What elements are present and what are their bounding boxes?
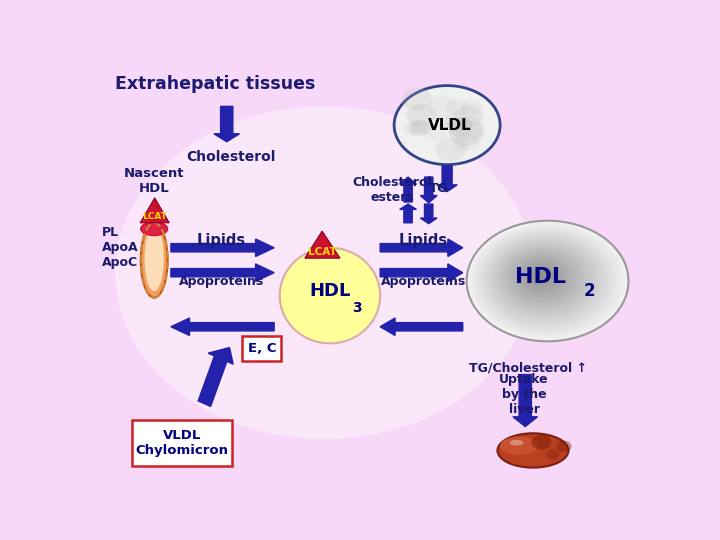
Ellipse shape: [498, 433, 569, 468]
Polygon shape: [380, 264, 463, 281]
Circle shape: [484, 233, 608, 326]
Polygon shape: [198, 348, 233, 407]
Text: LCAT: LCAT: [143, 212, 167, 221]
Circle shape: [500, 246, 587, 310]
Circle shape: [394, 85, 500, 165]
Circle shape: [446, 99, 469, 116]
Circle shape: [407, 104, 436, 126]
Text: 2: 2: [584, 282, 595, 300]
Text: VLDL: VLDL: [428, 118, 472, 133]
Circle shape: [409, 120, 431, 136]
Circle shape: [402, 87, 432, 110]
Circle shape: [531, 435, 552, 450]
Circle shape: [428, 96, 457, 118]
Text: Cholesterol
esters: Cholesterol esters: [353, 177, 432, 204]
Circle shape: [525, 264, 557, 288]
Circle shape: [479, 230, 613, 330]
Ellipse shape: [115, 106, 534, 439]
Polygon shape: [437, 166, 457, 192]
Circle shape: [422, 123, 446, 141]
Circle shape: [436, 115, 452, 127]
Ellipse shape: [510, 440, 523, 445]
Circle shape: [461, 100, 483, 117]
Text: Apoproteins: Apoproteins: [179, 274, 264, 287]
Circle shape: [513, 255, 572, 299]
Circle shape: [451, 138, 469, 152]
Circle shape: [451, 116, 484, 140]
Text: TG/Cholesterol ↑: TG/Cholesterol ↑: [469, 361, 587, 374]
Polygon shape: [400, 204, 416, 223]
Circle shape: [477, 228, 616, 333]
Circle shape: [495, 242, 593, 315]
Circle shape: [449, 120, 484, 146]
Polygon shape: [380, 318, 463, 335]
Text: HDL: HDL: [310, 282, 351, 300]
Circle shape: [469, 222, 626, 339]
Circle shape: [403, 122, 421, 136]
Circle shape: [503, 248, 584, 308]
Circle shape: [467, 221, 629, 341]
Circle shape: [488, 237, 602, 321]
Circle shape: [508, 251, 578, 303]
Circle shape: [446, 117, 472, 137]
Polygon shape: [171, 239, 274, 256]
FancyBboxPatch shape: [243, 336, 282, 361]
Text: LCAT: LCAT: [308, 247, 337, 257]
Polygon shape: [380, 239, 463, 256]
Polygon shape: [513, 375, 538, 427]
Circle shape: [527, 266, 554, 286]
Polygon shape: [171, 264, 274, 281]
Circle shape: [481, 232, 611, 328]
Circle shape: [534, 271, 545, 279]
Text: PL
ApoA
ApoC: PL ApoA ApoC: [102, 226, 139, 269]
Polygon shape: [171, 318, 274, 335]
Ellipse shape: [141, 222, 168, 235]
Text: VLDL
Chylomicron: VLDL Chylomicron: [135, 429, 228, 457]
Circle shape: [520, 260, 563, 293]
FancyBboxPatch shape: [132, 420, 233, 466]
Circle shape: [493, 240, 595, 317]
Circle shape: [474, 226, 619, 335]
Circle shape: [410, 119, 429, 133]
Text: Lipids: Lipids: [399, 233, 448, 248]
Circle shape: [491, 239, 599, 319]
Polygon shape: [214, 106, 240, 141]
Circle shape: [498, 244, 590, 313]
Circle shape: [454, 105, 483, 127]
Circle shape: [532, 269, 548, 281]
Text: Cholesterol: Cholesterol: [186, 150, 275, 164]
Circle shape: [505, 249, 581, 306]
Ellipse shape: [145, 225, 164, 291]
Ellipse shape: [500, 436, 539, 455]
Text: Apoproteins: Apoproteins: [380, 274, 466, 287]
Text: Extrahepatic tissues: Extrahepatic tissues: [115, 75, 316, 93]
Ellipse shape: [141, 223, 168, 298]
Circle shape: [444, 112, 470, 132]
Polygon shape: [140, 198, 169, 223]
Circle shape: [546, 450, 559, 460]
Polygon shape: [420, 177, 437, 203]
Circle shape: [537, 273, 542, 277]
Circle shape: [472, 224, 623, 337]
Text: Lipids: Lipids: [197, 233, 246, 248]
Circle shape: [556, 441, 572, 452]
Circle shape: [518, 259, 566, 295]
Text: Uptake
by the
liver: Uptake by the liver: [499, 373, 549, 416]
Polygon shape: [420, 204, 437, 224]
Polygon shape: [400, 177, 416, 202]
Circle shape: [522, 262, 560, 291]
Circle shape: [529, 268, 551, 284]
Text: TG: TG: [429, 182, 449, 195]
Text: HDL: HDL: [516, 267, 567, 287]
Text: Nascent
HDL: Nascent HDL: [124, 167, 184, 195]
Polygon shape: [305, 231, 340, 258]
Circle shape: [486, 235, 605, 323]
Text: 3: 3: [352, 301, 361, 315]
Circle shape: [510, 253, 575, 301]
Circle shape: [456, 133, 480, 151]
Ellipse shape: [280, 248, 380, 343]
Circle shape: [435, 137, 467, 161]
Circle shape: [515, 256, 569, 297]
Text: E, C: E, C: [248, 342, 276, 355]
